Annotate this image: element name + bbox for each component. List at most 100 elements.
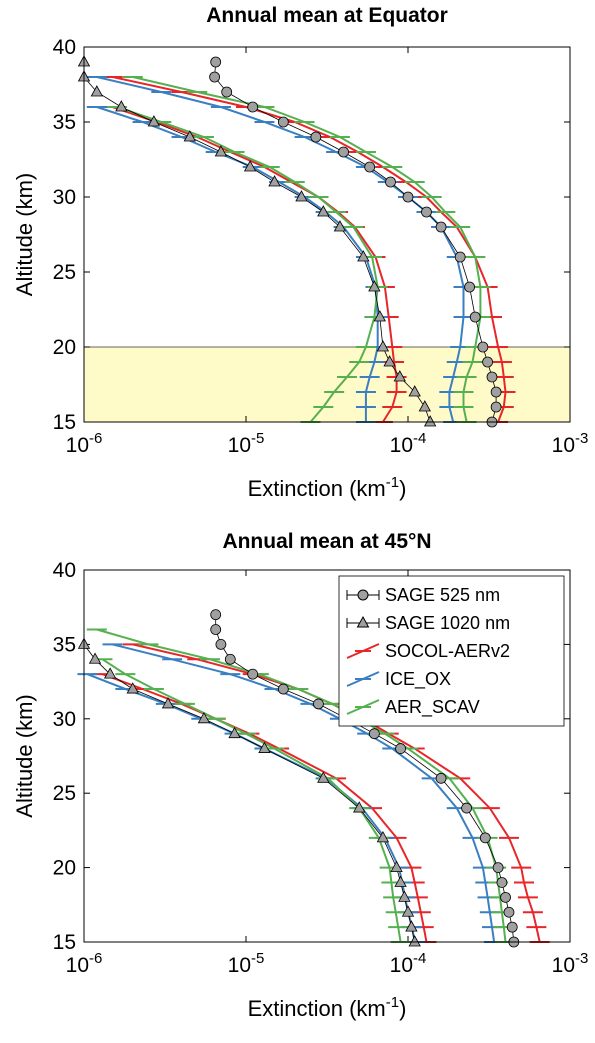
profile-line [101,658,402,943]
x-tick-exponent: -4 [413,430,426,447]
legend-label: ICE_OX [385,669,451,690]
data-point [373,310,387,322]
x-tick-label: 10-4 [390,950,427,977]
data-point [243,160,257,172]
x-tick-label: 10-5 [228,430,265,457]
profile-line [132,76,482,423]
data-point [317,771,330,783]
y-tick-label: 30 [53,708,76,731]
x-tick-base: 10 [552,434,575,457]
data-point [115,100,128,112]
data-point [394,875,407,887]
data-point [395,743,406,754]
data-point [368,728,380,740]
data-point [268,175,281,187]
x-tick-label: 10-6 [66,430,103,457]
data-point [383,355,396,367]
x-tick-exponent: -5 [251,430,264,447]
data-point [500,891,511,903]
data-point [421,206,432,218]
x-tick-base: 10 [552,954,575,977]
y-tick-label: 20 [53,336,76,359]
data-point [317,205,330,217]
data-point [405,920,418,932]
data-point [147,115,161,127]
data-point [469,311,481,323]
data-point [197,711,211,724]
data-point [454,251,466,263]
data-point [353,801,366,813]
y-tick-label: 40 [53,36,76,59]
legend-swatch [357,589,369,601]
x-tick-base: 10 [390,954,413,977]
x-axis-label: Extinction (km-1) [248,994,407,1021]
y-tick-label: 15 [53,411,76,434]
data-point [209,71,221,83]
data-point [393,370,406,382]
data-point [247,668,259,680]
data-point [408,385,421,397]
data-point [482,356,494,368]
x-tick-base: 10 [228,434,251,457]
data-point [247,101,259,113]
chart-title: Annual mean at Equator [206,4,448,27]
y-tick-label: 25 [53,782,76,805]
x-tick-label: 10-3 [552,430,589,457]
data-point [357,250,370,262]
profile-line [112,76,507,423]
data-point [126,682,139,694]
plot-frame [83,569,571,943]
data-point [364,161,376,173]
y-tick-label: 35 [53,111,76,134]
data-point [161,697,175,709]
data-point [88,652,102,664]
data-point [221,86,233,98]
y-tick-label: 20 [53,857,76,880]
data-point [338,146,349,158]
data-point [210,56,222,68]
x-label-end: ) [399,996,406,1021]
y-axis-label: Altitude (km) [12,173,37,296]
data-point [490,401,502,413]
data-point [490,386,502,398]
x-tick-base: 10 [228,954,251,977]
data-point [277,683,289,695]
x-label-sup: -1 [386,474,399,491]
data-point [368,280,381,292]
data-point [295,190,308,202]
data-point [210,609,222,621]
data-point [228,726,241,739]
y-tick-label: 30 [53,186,76,209]
data-point [506,921,518,933]
x-tick-exponent: -6 [89,950,102,967]
data-point [333,220,347,232]
x-tick-label: 10-3 [552,950,589,977]
data-point [103,667,117,679]
x-label-text: Extinction (km [248,476,386,501]
data-point [418,400,431,412]
data-point [496,877,508,888]
legend-label: AER_SCAV [385,697,480,718]
x-tick-exponent: -5 [251,950,264,967]
x-label-text: Extinction (km [248,996,386,1021]
data-point [492,862,504,873]
data-point [479,832,491,844]
data-point [503,906,515,918]
x-label-end: ) [399,476,406,501]
data-point [376,340,390,352]
legend-swatch [356,615,370,628]
x-tick-exponent: -3 [575,950,588,967]
data-point [224,653,236,665]
data-point [215,639,227,650]
x-tick-label: 10-5 [228,950,265,977]
x-label-sup: -1 [386,994,399,1011]
x-tick-label: 10-4 [390,430,427,457]
data-point [313,698,324,710]
data-point [210,624,222,635]
data-point [461,802,472,814]
x-tick-base: 10 [66,954,89,977]
y-tick-label: 15 [53,931,76,954]
y-axis-label: Altitude (km) [12,694,37,817]
data-point [385,176,396,188]
